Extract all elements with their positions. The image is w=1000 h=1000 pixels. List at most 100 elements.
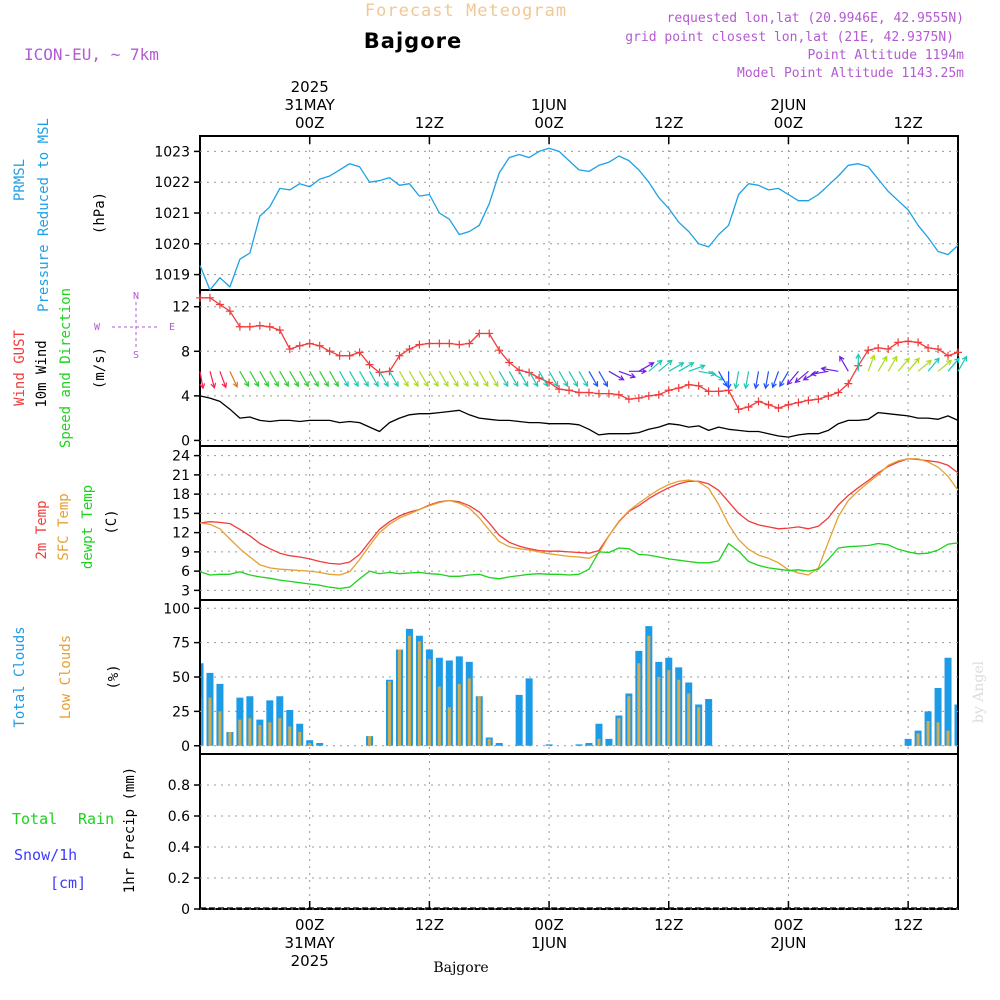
wind-direction-arrow <box>786 370 799 386</box>
total-cloud-bar <box>934 688 942 746</box>
total-cloud-bar <box>525 678 533 746</box>
wind-gust-marker <box>475 329 484 338</box>
wind-direction-arrow <box>538 371 549 388</box>
wind-direction-arrow <box>668 362 685 372</box>
low-cloud-bar <box>427 659 431 746</box>
low-cloud-bar <box>201 697 202 746</box>
wind-gust-marker <box>495 346 504 355</box>
compass-rose: N S W E <box>94 291 175 361</box>
wind-direction-arrow <box>498 371 509 388</box>
bottom-time-label: 12Z <box>654 916 683 934</box>
model-name: ICON-EU, ~ 7km <box>24 45 159 64</box>
wind-gust-marker <box>435 339 444 348</box>
wind-gust-marker <box>804 396 813 405</box>
low-cloud-bar <box>916 733 920 746</box>
wind-gust-marker <box>584 388 593 397</box>
wind-direction-arrow <box>855 353 862 372</box>
wind-gust-marker <box>664 386 673 395</box>
y-tick-label: 50 <box>172 670 190 686</box>
point-altitude: Point Altitude 1194m <box>807 48 964 63</box>
wind-gust-marker <box>445 339 454 348</box>
temp-sfc-label: SFC Temp <box>56 493 72 560</box>
y-tick-label: 15 <box>172 506 190 522</box>
wind-direction-arrow <box>508 371 519 388</box>
wind-direction-arrow <box>548 371 559 388</box>
wind-direction-arrow <box>598 371 609 388</box>
wind-direction-arrow <box>428 371 439 388</box>
total-clouds-label: Total Clouds <box>12 626 28 727</box>
wind-direction-arrow <box>743 371 750 390</box>
wind-direction-arrow <box>887 355 898 372</box>
total-cloud-bar <box>904 738 912 746</box>
credit-label: by Angel <box>971 660 987 723</box>
wind-direction-arrow <box>289 371 299 388</box>
precip-snow-label: Snow/1h <box>14 846 77 864</box>
wind-gust-marker <box>774 404 783 413</box>
temp-sfc-line <box>199 458 959 576</box>
wind-gust-marker <box>455 340 464 349</box>
wind-direction-arrow <box>279 371 289 388</box>
y-tick-label: 1019 <box>154 268 190 284</box>
wind-gust-marker <box>734 405 743 414</box>
wind-gust-marker <box>555 385 564 394</box>
wind-direction-arrow <box>779 371 789 388</box>
low-cloud-bar <box>298 732 302 746</box>
y-tick-label: 4 <box>181 389 190 405</box>
panel-frames <box>199 135 959 910</box>
wind-gust-marker <box>614 390 623 399</box>
top-date-label: 1JUN <box>531 96 567 114</box>
wind-direction-arrow <box>369 371 379 388</box>
wind-direction-arrow <box>820 366 839 372</box>
wind-gust-marker <box>714 387 723 396</box>
wind-direction-arrow <box>408 371 419 388</box>
wind-gust-marker <box>225 307 234 316</box>
compass-east: E <box>169 322 175 333</box>
top-time-label: 12Z <box>415 114 444 132</box>
wind-gust-marker <box>674 384 683 393</box>
low-cloud-bar <box>368 736 372 746</box>
panel-frame <box>199 753 959 910</box>
low-cloud-bar <box>397 649 401 746</box>
wind-gust-marker <box>515 366 524 375</box>
total-cloud-bar <box>595 723 603 746</box>
precip-unit: 1hr Precip (mm) <box>122 767 138 893</box>
low-cloud-bar <box>288 726 292 746</box>
pressure-msl-label: Pressure Reduced to MSL <box>36 118 52 312</box>
wind-direction-arrow <box>688 364 706 372</box>
bottom-time-label: 00Z <box>774 916 803 934</box>
wind-direction-arrow <box>763 371 770 390</box>
low-cloud-bar <box>627 696 631 746</box>
wind-direction-arrow <box>528 371 539 388</box>
wind-direction-arrow <box>378 371 389 388</box>
low-cloud-bar <box>228 732 232 746</box>
wind-gust-marker <box>914 338 923 347</box>
wind-direction-arrow <box>199 371 206 390</box>
y-tick-label: 0.2 <box>168 871 190 887</box>
wind-gust-marker <box>575 388 583 397</box>
top-time-label: 00Z <box>774 114 803 132</box>
wind-gust-marker <box>954 348 962 357</box>
wind-gust-marker <box>315 341 324 350</box>
cloud-panel: 0 25 50 75 100 <box>163 601 957 755</box>
wind-direction-arrow <box>678 362 695 372</box>
wind-direction-arrow <box>794 370 809 384</box>
wind-gust-marker <box>924 343 933 352</box>
wind-gust-marker <box>355 348 364 357</box>
y-tick-label: 0 <box>181 902 190 918</box>
wind-gust-marker <box>275 326 284 335</box>
y-tick-label: 0 <box>181 433 190 449</box>
wind-direction-arrow <box>771 371 780 389</box>
low-cloud-bar <box>477 696 481 746</box>
total-cloud-bar <box>944 657 952 746</box>
bottom-date-label: 31MAY <box>285 934 336 952</box>
wind-gust-marker <box>754 397 763 406</box>
wind-direction-arrow <box>917 359 933 372</box>
low-cloud-bar <box>447 707 451 746</box>
wind-gust-marker <box>654 390 663 399</box>
y-tick-label: 1021 <box>154 206 190 222</box>
wind-gust-marker <box>265 322 274 331</box>
precip-rain-label: Rain <box>78 810 114 828</box>
wind-gust-marker <box>235 322 244 331</box>
temp-unit: (C) <box>104 509 120 534</box>
wind-gust-marker <box>415 340 424 349</box>
